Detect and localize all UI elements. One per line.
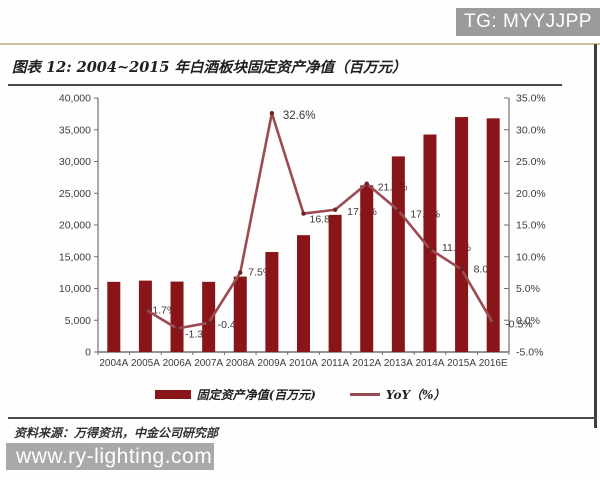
tg-banner-text: TG: MYYJJPP [464,11,592,32]
yoy-point-marker [396,208,401,213]
right-tick-label: 20.0% [516,188,546,200]
x-tick-label: 2013A [384,358,413,369]
watermark-band: www.ry-lighting.com [6,443,214,470]
bar [486,118,500,352]
left-tick-label: 25,000 [59,188,91,200]
yoy-point-marker [490,321,496,326]
right-tick-label: 5.0% [516,283,540,295]
chart-area: 40,000 35.0% 35,000 30.0% 30,000 25.0% 25,000 2… [0,90,600,380]
line-swatch-icon [349,393,380,396]
bar [391,156,405,352]
yoy-point-marker [238,270,243,275]
page-right-border [594,44,597,428]
x-tick-label: 2004A [99,358,128,369]
yoy-point-label: 8.0 [474,263,489,275]
bar [138,280,152,352]
bar [170,281,184,352]
bar [423,134,437,352]
bar [297,235,310,352]
x-tick-label: 2008A [226,358,255,369]
x-tick-label: 2016E [479,358,508,369]
yoy-point-marker [332,207,338,212]
yoy-point-marker [301,211,306,216]
bar-swatch-icon [154,390,191,399]
yoy-point-marker [206,320,211,325]
bar [328,214,342,352]
right-tick-label: 25.0% [516,156,546,168]
bottom-rule [8,417,597,419]
yoy-line [144,111,495,330]
yoy-point-marker [143,307,148,312]
x-tick-label: 2012A [352,358,381,369]
x-tick-label: 2010A [289,358,318,369]
right-tick-label: 30.0% [516,124,546,136]
x-tick-label: 2014A [416,358,445,369]
yoy-point-marker [174,326,180,331]
chart-legend: 固定资产净值(百万元) YoY（%） [0,386,600,403]
yoy-point-marker [364,181,369,186]
yoy-point-marker [427,246,433,252]
top-rule [0,43,600,45]
chart-canvas: 40,000 35.0% 35,000 30.0% 30,000 25.0% 25,000 2… [59,93,546,370]
right-tick-label: 10.0% [516,251,546,263]
source-note: 资料来源：万得资讯，中金公司研究部 [14,426,219,440]
figure-title: 图表 12: 2004~2015 年白酒板块固定资产净值（百万元） [12,59,407,76]
yoy-point-marker [269,111,275,116]
watermark-text: www.ry-lighting.com [16,444,213,468]
x-tick-label: 2006A [163,358,192,369]
title-underline [8,84,562,86]
left-tick-label: 40,000 [59,93,91,105]
x-tick-label: 2009A [257,358,286,369]
left-tick-label: 0 [85,347,91,359]
legend-item-yoy: YoY（%） [349,386,446,403]
left-tick-label: 10,000 [59,283,91,295]
bar [360,185,374,352]
bar [233,276,247,352]
x-tick-label: 2011A [321,358,350,369]
left-tick-label: 30,000 [59,156,91,168]
x-tick-label: 2007A [194,358,223,369]
bar [202,281,216,352]
left-tick-label: 15,000 [59,251,91,263]
legend-line-label: YoY（%） [385,388,446,402]
yoy-point-marker [459,267,464,272]
bar [265,251,279,352]
right-tick-label: 15.0% [516,220,546,232]
left-tick-label: 5,000 [65,315,91,327]
left-tick-label: 35,000 [59,124,91,136]
yoy-point-label: 32.6% [283,110,316,122]
left-tick-label: 20,000 [59,220,91,232]
bar [455,117,469,352]
bar [107,281,121,352]
tg-banner: TG: MYYJJPP [456,8,600,36]
right-tick-label: -5.0% [516,347,543,359]
legend-bar-label: 固定资产净值(百万元) [196,388,316,402]
right-tick-label: 35.0% [516,93,546,105]
x-tick-label: 2015A [447,358,476,369]
x-tick-label: 2005A [131,358,160,369]
right-tick-label: 0.0% [516,315,540,327]
yoy-point-label: -0.5% [505,318,532,330]
legend-item-bars: 固定资产净值(百万元) [154,386,316,403]
yoy-point-label: 1.7% [152,304,176,316]
